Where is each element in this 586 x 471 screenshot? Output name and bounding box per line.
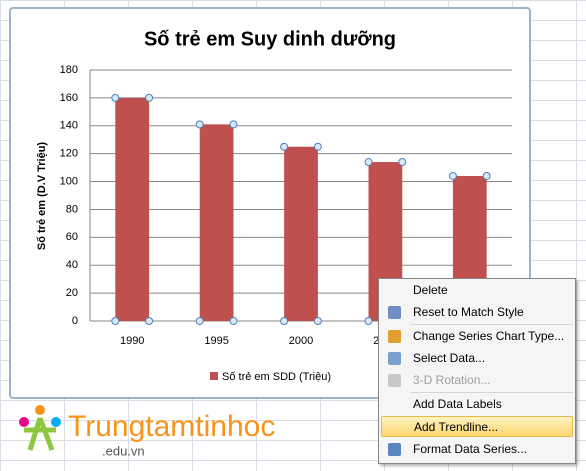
watermark: Trungtamtinhoc .edu.vn [19, 405, 275, 458]
y-tick-label: 80 [66, 203, 78, 215]
selection-handle [229, 120, 238, 129]
selection-handle [111, 317, 120, 325]
menu-item[interactable]: Select Data... [381, 348, 573, 369]
y-tick-label: 0 [72, 315, 78, 327]
selection-handle [280, 317, 289, 325]
selection-handle [195, 317, 204, 325]
menu-item[interactable]: Reset to Match Style [381, 302, 573, 323]
selection-handle [482, 171, 491, 180]
y-tick-label: 60 [66, 231, 78, 243]
selection-handle [313, 317, 322, 325]
legend-label: Số trẻ em SDD (Triệu) [222, 371, 331, 383]
x-tick-label: 1995 [204, 335, 228, 347]
y-axis-label: Số trẻ em (D.V Triệu) [36, 142, 48, 251]
menu-item[interactable]: Add Data Labels [413, 397, 502, 411]
menu-icon [388, 330, 401, 343]
selection-handle [145, 317, 154, 325]
menu-icon [388, 306, 401, 319]
y-tick-label: 40 [66, 259, 78, 271]
bar [284, 146, 318, 321]
selection-handle [195, 120, 204, 129]
logo [19, 405, 61, 451]
menu-icon [388, 443, 401, 456]
chart-title: Số trẻ em Suy dinh dưỡng [144, 28, 396, 50]
watermark-domain: .edu.vn [102, 443, 145, 458]
menu-item: 3-D Rotation... [381, 370, 573, 391]
y-tick-label: 180 [60, 64, 78, 76]
selection-handle [364, 317, 373, 325]
selection-handle [111, 93, 120, 102]
menu-separator [411, 324, 573, 325]
y-tick-label: 140 [60, 120, 78, 132]
selection-handle [313, 142, 322, 151]
legend-swatch [210, 372, 218, 380]
watermark-name: Trungtamtinhoc [68, 410, 275, 443]
selection-handle [398, 158, 407, 167]
selection-handle [145, 93, 154, 102]
selection-handle [280, 142, 289, 151]
menu-icon [388, 374, 401, 387]
bar [199, 124, 234, 321]
y-tick-label: 100 [60, 175, 78, 187]
selection-handle [229, 317, 238, 325]
bar [115, 97, 150, 321]
context-menu: Delete Reset to Match Style Change Series … [378, 278, 576, 464]
x-tick-label: 2000 [289, 335, 313, 347]
menu-item[interactable]: Delete [413, 283, 448, 297]
selection-handle [364, 158, 373, 167]
selection-handle [448, 171, 457, 180]
menu-item[interactable]: Change Series Chart Type... [381, 326, 573, 347]
y-tick-label: 20 [66, 287, 78, 299]
menu-item[interactable]: Format Data Series... [381, 439, 573, 460]
menu-separator [411, 392, 573, 393]
x-tick-label: 1990 [120, 335, 144, 347]
menu-item[interactable]: Add Trendline... [381, 416, 573, 437]
y-tick-label: 160 [60, 92, 78, 104]
menu-icon [388, 352, 401, 365]
y-tick-label: 120 [60, 148, 78, 160]
